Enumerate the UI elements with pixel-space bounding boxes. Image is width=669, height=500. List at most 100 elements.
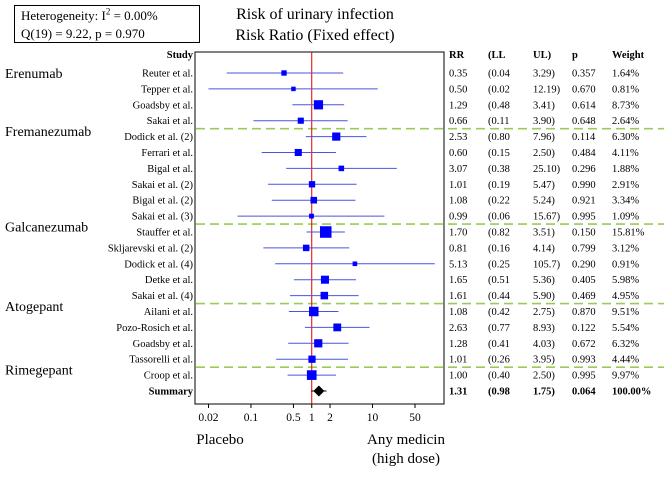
p-value: 0.357: [572, 69, 596, 80]
group-label: Rimegepant: [5, 364, 73, 379]
ll-value: (0.16: [488, 243, 510, 254]
study-label: Dodick et al. (2): [124, 132, 193, 143]
p-value: 0.670: [572, 84, 596, 95]
study-marker: [308, 355, 316, 363]
rr-value: 0.99: [449, 212, 467, 223]
rr-value: 1.65: [449, 275, 467, 286]
study-label: Ailani et al.: [144, 307, 193, 318]
weight-value: 0.81%: [612, 84, 639, 95]
study-label: Bigal et al. (2): [132, 196, 193, 207]
rr-value: 1.28: [449, 339, 467, 350]
ll-value: (0.44: [488, 291, 511, 302]
ll-value: (0.19: [488, 180, 510, 191]
weight-value: 6.30%: [612, 132, 639, 143]
group-label: Atogepant: [5, 300, 63, 315]
summary-ul: 1.75): [533, 387, 555, 398]
study-label: Skljarevski et al. (2): [108, 243, 194, 254]
study-label: Ferrari et al.: [141, 148, 193, 159]
weight-value: 3.34%: [612, 196, 639, 207]
study-marker: [309, 213, 314, 219]
ll-value: (0.26: [488, 355, 510, 366]
ul-value: 5.24): [533, 196, 555, 207]
weight-value: 3.12%: [612, 243, 639, 254]
weight-value: 6.32%: [612, 339, 639, 350]
x-tick-label: 0.5: [286, 412, 301, 424]
group-label: Erenumab: [5, 67, 63, 82]
ll-value: (0.51: [488, 275, 510, 286]
p-value: 0.995: [572, 371, 596, 382]
study-marker: [308, 181, 316, 188]
column-header-ul: UL): [533, 50, 552, 61]
ul-value: 5.47): [533, 180, 555, 191]
favours-right-label: Any medicin: [367, 432, 445, 448]
study-label: Sakai et al. (2): [132, 180, 194, 191]
weight-value: 1.64%: [612, 69, 639, 80]
summary-weight: 100.00%: [612, 387, 651, 398]
summary-label: Summary: [149, 387, 194, 398]
p-value: 0.405: [572, 275, 596, 286]
favours-right-sublabel: (high dose): [372, 451, 440, 467]
ul-value: 3.51): [533, 228, 555, 239]
ll-value: (0.80: [488, 132, 510, 143]
ul-value: 3.41): [533, 100, 555, 111]
study-label: Dodick et al. (4): [124, 259, 193, 270]
weight-value: 1.88%: [612, 164, 639, 175]
ul-value: 2.50): [533, 148, 555, 159]
x-tick-label: 0.02: [198, 412, 218, 424]
p-value: 0.150: [572, 228, 596, 239]
p-value: 0.484: [572, 148, 596, 159]
rr-value: 3.07: [449, 164, 467, 175]
study-marker: [338, 165, 345, 172]
study-marker: [302, 244, 310, 252]
ul-value: 15.67): [533, 212, 561, 223]
p-value: 0.469: [572, 291, 596, 302]
ul-value: 4.14): [533, 243, 555, 254]
ll-value: (0.82: [488, 228, 510, 239]
favours-left-label: Placebo: [196, 432, 244, 448]
study-label: Goadsby et al.: [133, 339, 193, 350]
study-label: Reuter et al.: [142, 69, 193, 80]
x-tick-label: 2: [327, 412, 333, 424]
ul-value: 2.75): [533, 307, 555, 318]
p-value: 0.870: [572, 307, 596, 318]
weight-value: 5.54%: [612, 323, 639, 334]
summary-p: 0.064: [572, 387, 596, 398]
p-value: 0.921: [572, 196, 596, 207]
study-marker: [291, 86, 296, 92]
weight-value: 1.09%: [612, 212, 639, 223]
weight-value: 4.95%: [612, 291, 639, 302]
ul-value: 7.96): [533, 132, 555, 143]
ll-value: (0.04: [488, 69, 511, 80]
p-value: 0.990: [572, 180, 596, 191]
x-tick-label: 10: [367, 412, 379, 424]
study-marker: [314, 339, 323, 348]
ll-value: (0.77: [488, 323, 510, 334]
study-marker: [320, 291, 329, 300]
heterogeneity-i2-value: = 0.00%: [110, 8, 158, 23]
study-label: Tassorelli et al.: [129, 355, 193, 366]
ul-value: 3.90): [533, 116, 555, 127]
ll-value: (0.25: [488, 259, 510, 270]
ul-value: 5.36): [533, 275, 555, 286]
ll-value: (0.02: [488, 84, 510, 95]
study-marker: [297, 117, 304, 124]
column-header-p: p: [572, 50, 578, 61]
ll-value: (0.15: [488, 148, 510, 159]
study-marker: [306, 370, 317, 380]
rr-value: 1.08: [449, 196, 467, 207]
study-marker: [294, 148, 302, 157]
ul-value: 8.93): [533, 323, 555, 334]
ll-value: (0.38: [488, 164, 510, 175]
rr-value: 0.50: [449, 84, 467, 95]
weight-value: 4.11%: [612, 148, 639, 159]
ll-value: (0.42: [488, 307, 510, 318]
ul-value: 105.7): [533, 259, 561, 270]
group-label: Fremanezumab: [5, 125, 91, 140]
rr-value: 2.63: [449, 323, 467, 334]
chart-subtitle: Risk Ratio (Fixed effect): [235, 27, 395, 44]
rr-value: 1.61: [449, 291, 467, 302]
weight-value: 2.91%: [612, 180, 639, 191]
ul-value: 5.90): [533, 291, 555, 302]
p-value: 0.614: [572, 100, 596, 111]
x-tick-label: 0.1: [244, 412, 259, 424]
